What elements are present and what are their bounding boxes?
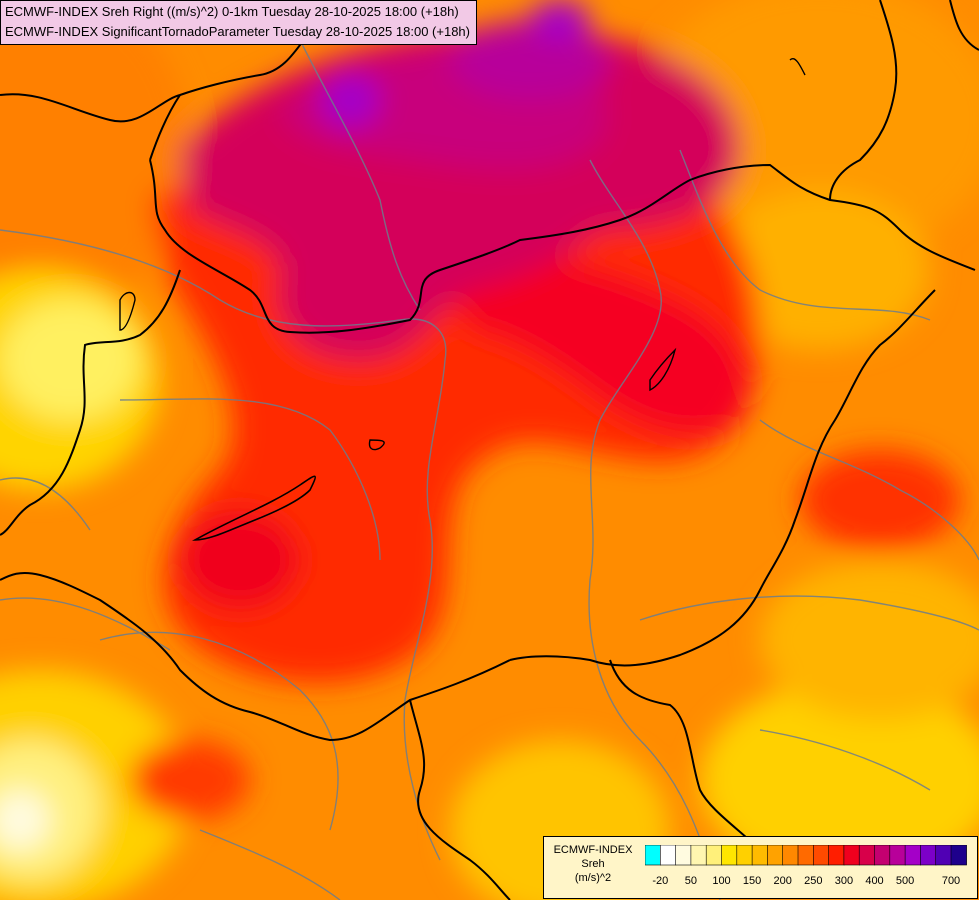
legend-swatch	[751, 845, 768, 866]
legend-swatch	[736, 845, 753, 866]
legend-tick-label: 50	[684, 875, 698, 887]
legend-swatch	[935, 845, 952, 866]
title-line-1: ECMWF-INDEX Sreh Right ((m/s)^2) 0-1km T…	[5, 4, 459, 19]
legend-tick-label: 400	[865, 875, 884, 887]
legend-swatch	[721, 845, 738, 866]
legend-tick-label: 250	[804, 875, 823, 887]
legend-tick-label: 500	[895, 875, 915, 887]
legend-swatch	[813, 845, 830, 866]
rivers	[0, 39, 979, 900]
legend-swatch	[950, 845, 967, 866]
legend-swatch	[782, 845, 799, 866]
legend-swatch	[874, 845, 891, 866]
map-title-box: ECMWF-INDEX Sreh Right ((m/s)^2) 0-1km T…	[0, 0, 477, 45]
legend-tick-label: 200	[773, 875, 792, 887]
legend-swatch	[843, 845, 860, 866]
legend-title: ECMWF-INDEX Sreh (m/s)^2	[548, 843, 638, 885]
legend-color-bar	[645, 845, 967, 866]
legend-swatch	[690, 845, 707, 866]
legend-tick-label: 300	[834, 875, 854, 887]
legend-title-unit: (m/s)^2	[574, 872, 612, 884]
legend-tick-label: 100	[712, 875, 731, 887]
legend-swatch	[675, 845, 692, 866]
legend-title-variable: Sreh	[581, 858, 605, 870]
legend-labels: -20 50 100 150 200 250 300 400 500 700	[645, 875, 975, 889]
legend-swatch	[828, 845, 845, 866]
legend-swatch	[920, 845, 937, 866]
legend-title-source: ECMWF-INDEX	[553, 844, 633, 856]
legend-swatch	[705, 845, 723, 866]
legend-swatch	[904, 845, 922, 866]
legend-swatch	[797, 845, 814, 866]
legend-tick-label: 150	[742, 875, 762, 887]
legend-swatch	[889, 845, 906, 866]
legend-tick-label: -20	[652, 875, 669, 887]
legend-swatch	[660, 845, 677, 866]
legend-swatch	[767, 845, 784, 866]
legend-swatch	[645, 845, 661, 866]
legend-swatch	[858, 845, 876, 866]
legend-tick-label: 700	[941, 875, 961, 887]
title-line-2: ECMWF-INDEX SignificantTornadoParameter …	[5, 24, 470, 39]
color-legend: ECMWF-INDEX Sreh (m/s)^2 -20 50 100 150 200 2…	[543, 836, 978, 899]
